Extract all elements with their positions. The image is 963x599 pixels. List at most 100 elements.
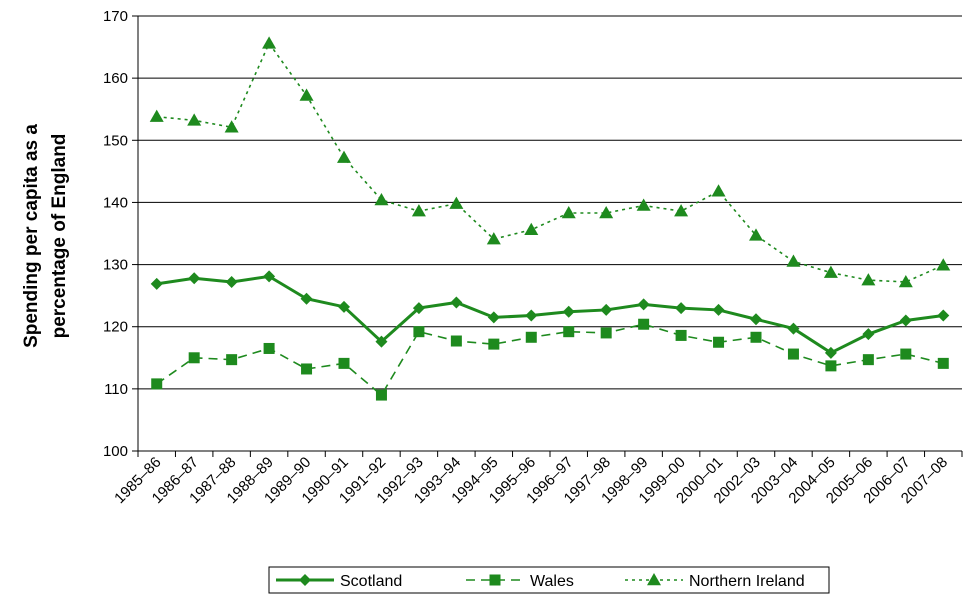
data-point-northern-ireland: [786, 254, 801, 267]
data-point-wales: [488, 338, 500, 350]
data-point-northern-ireland: [187, 113, 202, 126]
y-axis-title-line-1: Spending per capita as a: [21, 124, 42, 348]
data-point-scotland: [188, 272, 201, 285]
data-point-scotland: [150, 277, 163, 290]
data-point-northern-ireland: [861, 273, 876, 286]
data-point-northern-ireland: [262, 36, 277, 49]
legend-item-wales: Wales: [466, 573, 574, 590]
legend-marker-scotland: [299, 574, 311, 586]
series-northern-ireland: [149, 36, 951, 288]
data-point-scotland: [787, 322, 800, 335]
data-point-wales: [600, 327, 612, 339]
data-point-northern-ireland: [299, 88, 314, 101]
legend-label-northern-ireland: Northern Ireland: [689, 573, 805, 590]
axes: [137, 16, 963, 457]
data-point-wales: [151, 378, 163, 390]
data-point-scotland: [412, 302, 425, 315]
legend-label-scotland: Scotland: [340, 573, 402, 590]
y-axis-title: Spending per capita as a percentage of E…: [21, 124, 70, 348]
data-point-northern-ireland: [449, 196, 464, 209]
data-point-wales: [713, 336, 725, 348]
data-point-scotland: [637, 298, 650, 311]
y-tick-label: 170: [103, 8, 128, 25]
series-line-wales: [156, 323, 944, 397]
y-tick-label: 140: [103, 194, 128, 211]
y-tick-labels: 100 110 120 130 140 150 160 170: [103, 8, 128, 460]
data-point-scotland: [525, 309, 538, 322]
data-point-scotland: [937, 309, 950, 322]
data-point-northern-ireland: [374, 192, 389, 206]
data-point-wales: [825, 360, 837, 372]
data-point-scotland: [562, 305, 575, 318]
y-tick-label: 120: [103, 319, 128, 336]
data-point-scotland: [600, 303, 613, 316]
data-point-wales: [226, 354, 238, 366]
y-tick-label: 160: [103, 70, 128, 87]
data-point-scotland: [338, 300, 350, 313]
data-point-northern-ireland: [823, 265, 838, 278]
legend-label-wales: Wales: [530, 573, 574, 590]
data-point-northern-ireland: [337, 150, 351, 163]
legend-item-scotland: Scotland: [276, 573, 402, 590]
data-point-northern-ireland: [749, 228, 763, 241]
data-point-scotland: [712, 303, 725, 316]
data-point-northern-ireland: [674, 204, 689, 217]
data-point-scotland: [899, 314, 912, 327]
data-point-wales: [750, 331, 762, 343]
data-point-northern-ireland: [224, 120, 239, 133]
data-point-wales: [263, 342, 275, 354]
data-point-scotland: [263, 270, 276, 283]
legend: Scotland Wales Northern Ireland: [268, 566, 830, 594]
data-point-wales: [188, 352, 200, 364]
data-point-northern-ireland: [636, 198, 651, 211]
data-point-northern-ireland: [561, 205, 576, 219]
data-point-wales: [413, 326, 425, 338]
series-lines: [149, 36, 951, 401]
legend-box: [268, 566, 830, 594]
series-scotland: [150, 270, 950, 359]
data-point-scotland: [375, 335, 388, 348]
data-point-wales: [638, 318, 650, 330]
data-point-scotland: [300, 292, 313, 305]
data-point-wales: [937, 357, 949, 369]
data-point-northern-ireland: [411, 204, 426, 217]
data-point-scotland: [487, 311, 500, 324]
legend-item-northern-ireland: Northern Ireland: [625, 573, 805, 590]
data-point-wales: [338, 357, 350, 369]
y-tick-label: 130: [103, 257, 128, 274]
data-point-northern-ireland: [898, 274, 913, 288]
series-line-scotland: [156, 274, 944, 355]
series-wales: [151, 318, 949, 401]
data-point-northern-ireland: [711, 184, 726, 197]
y-tick-label: 150: [103, 132, 128, 149]
data-point-wales: [525, 331, 537, 343]
data-point-scotland: [750, 313, 762, 326]
data-point-scotland: [824, 346, 837, 359]
data-point-wales: [563, 326, 575, 338]
data-point-scotland: [225, 275, 238, 288]
y-tick-label: 100: [103, 443, 128, 460]
data-point-northern-ireland: [599, 205, 614, 219]
data-point-wales: [862, 354, 874, 366]
data-point-wales: [675, 329, 687, 341]
series-line-northern-ireland: [156, 41, 944, 283]
data-point-wales: [301, 363, 313, 375]
data-point-northern-ireland: [936, 258, 951, 271]
data-point-scotland: [675, 302, 688, 315]
data-point-scotland: [862, 328, 875, 341]
data-point-wales: [787, 348, 799, 360]
data-point-northern-ireland: [486, 232, 501, 245]
data-point-northern-ireland: [524, 222, 539, 236]
legend-marker-wales: [489, 574, 501, 586]
gridlines: [132, 15, 962, 452]
data-point-wales: [450, 335, 462, 347]
data-point-wales: [900, 348, 912, 360]
y-axis-title-line-2: percentage of England: [49, 134, 70, 339]
y-tick-label: 110: [104, 381, 128, 398]
data-point-wales: [375, 389, 387, 401]
x-tick-labels: 1985–861986–871987–881988–891989–901990–…: [111, 454, 951, 507]
legend-marker-northern-ireland: [647, 573, 661, 586]
data-point-northern-ireland: [149, 109, 164, 122]
